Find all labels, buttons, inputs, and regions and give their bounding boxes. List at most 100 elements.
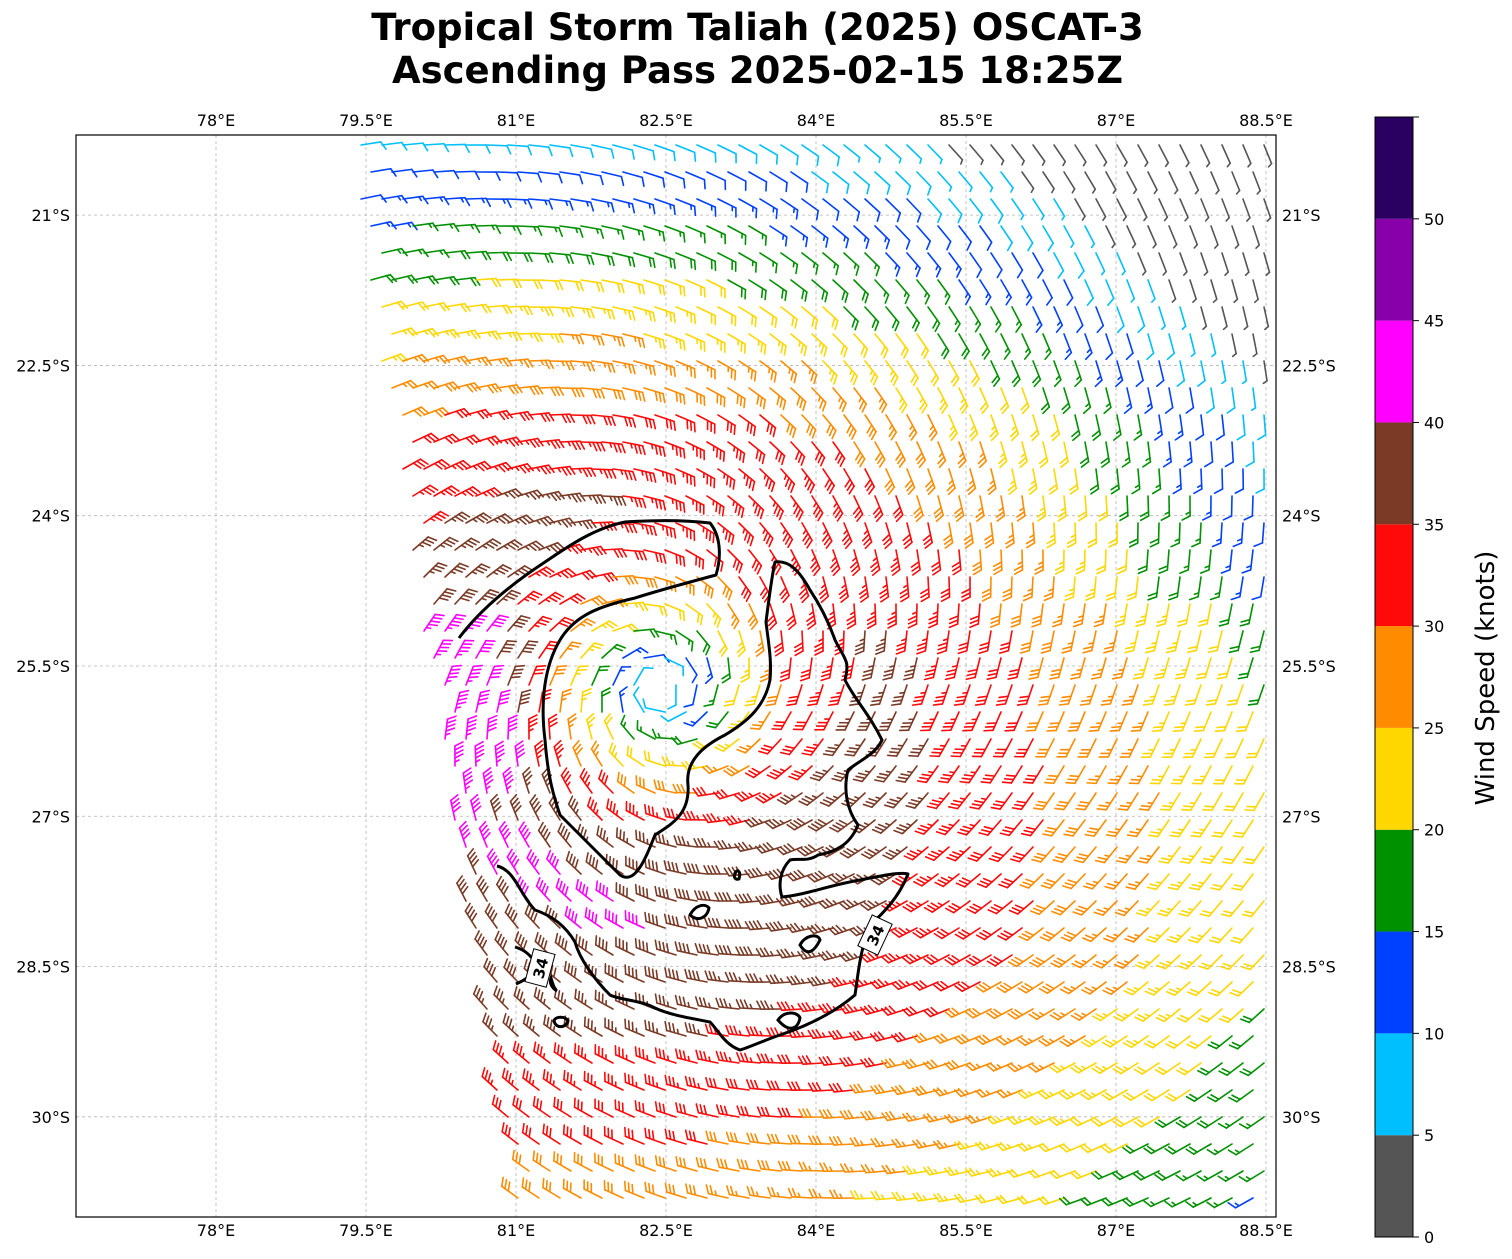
wind-barb [528,306,554,317]
lat-tick-label-right: 22.5°S [1282,356,1336,375]
wind-barb [1021,225,1034,252]
wind-barb [736,630,746,658]
wind-barb [779,738,803,756]
wind-barb [717,198,737,218]
wind-barb [906,198,922,223]
wind-barb [948,252,962,278]
wind-barb [1053,360,1062,388]
wind-barb [895,765,918,783]
wind-barb [829,1189,855,1200]
wind-barb [716,1157,740,1172]
wind-barb [1058,1143,1086,1153]
wind-barb [1028,657,1044,680]
wind-barb [423,196,450,206]
wind-barb [1263,306,1270,331]
wind-barb [391,168,418,178]
wind-barb [954,981,981,993]
wind-barb [1058,1196,1086,1206]
wind-barb [465,144,491,154]
wind-barb [594,1152,614,1172]
wind-barb [466,848,480,875]
wind-barb [717,360,737,381]
wind-barb [937,225,952,251]
wind-barb [1119,738,1139,758]
wind-barb [412,222,439,232]
wind-barb [633,468,657,483]
wind-barb [1189,279,1197,303]
wind-barb [1053,144,1067,167]
wind-barb [792,711,813,731]
wind-barb [1053,306,1064,333]
wind-barb [790,441,806,466]
wind-barb [526,849,540,875]
wind-barb [559,387,585,398]
wind-barb [1154,414,1163,441]
wind-barb [501,1067,519,1091]
wind-barb [983,711,1002,732]
wind-barb [1011,144,1025,166]
wind-barb [1238,1170,1265,1183]
wind-barb [1114,603,1128,628]
wind-barb [927,414,938,441]
wind-barb [984,522,995,549]
wind-barb [472,984,488,1010]
wind-barb [1084,819,1107,837]
wind-barb [1011,306,1023,333]
wind-barb [381,247,408,257]
wind-barb [522,1068,540,1091]
wind-barb [696,360,716,380]
wind-barb [1218,1008,1244,1023]
wind-barb [790,171,809,193]
wind-barb [1196,1116,1223,1129]
wind-barb [1231,333,1237,358]
wind-barb [502,1013,519,1037]
wind-barb [1022,765,1044,784]
wind-barb [560,767,572,794]
wind-barb [703,684,719,707]
wind-barb [872,495,884,523]
wind-barb [1263,252,1271,277]
wind-barb [591,252,615,267]
wind-barb [779,576,790,603]
wind-barb [1146,333,1155,361]
lon-tick-label-top: 84°E [797,111,835,130]
lat-tick-label-right: 24°S [1282,507,1321,526]
wind-barb [604,908,624,929]
wind-barb [890,684,908,706]
wind-barb [1137,252,1147,276]
wind-barb [895,171,912,196]
wind-barb [538,333,564,344]
colorbar-swatch [1375,117,1413,219]
wind-barb [612,666,632,686]
wind-barb [822,198,840,221]
wind-barb [955,873,981,888]
wind-barb [591,468,617,479]
wind-barb [1057,495,1067,522]
wind-barb [1156,360,1165,388]
wind-barb [882,657,897,681]
wind-barb [412,432,439,444]
wind-barb [1093,900,1118,916]
wind-barb [1032,306,1043,333]
wind-barb [1109,711,1128,732]
wind-barb [870,1137,897,1148]
wind-barb [535,877,551,902]
wind-barb [1135,603,1149,628]
wind-barb [542,1177,561,1199]
wind-barb [635,775,656,794]
wind-barb [608,742,624,767]
wind-barb [489,793,502,821]
wind-barb [391,274,419,284]
wind-barb [706,549,724,572]
wind-barb [1116,306,1125,334]
wind-barb [1185,1197,1212,1208]
wind-barb [557,822,572,848]
colorbar-tick-label: 50 [1424,210,1444,229]
wind-barb [549,665,568,686]
wind-barb [1154,1116,1181,1128]
wind-barb [890,549,901,576]
wind-barb [1137,144,1149,167]
wind-barb [1188,576,1202,601]
wind-barb [992,738,1013,758]
wind-barb [1020,387,1030,415]
